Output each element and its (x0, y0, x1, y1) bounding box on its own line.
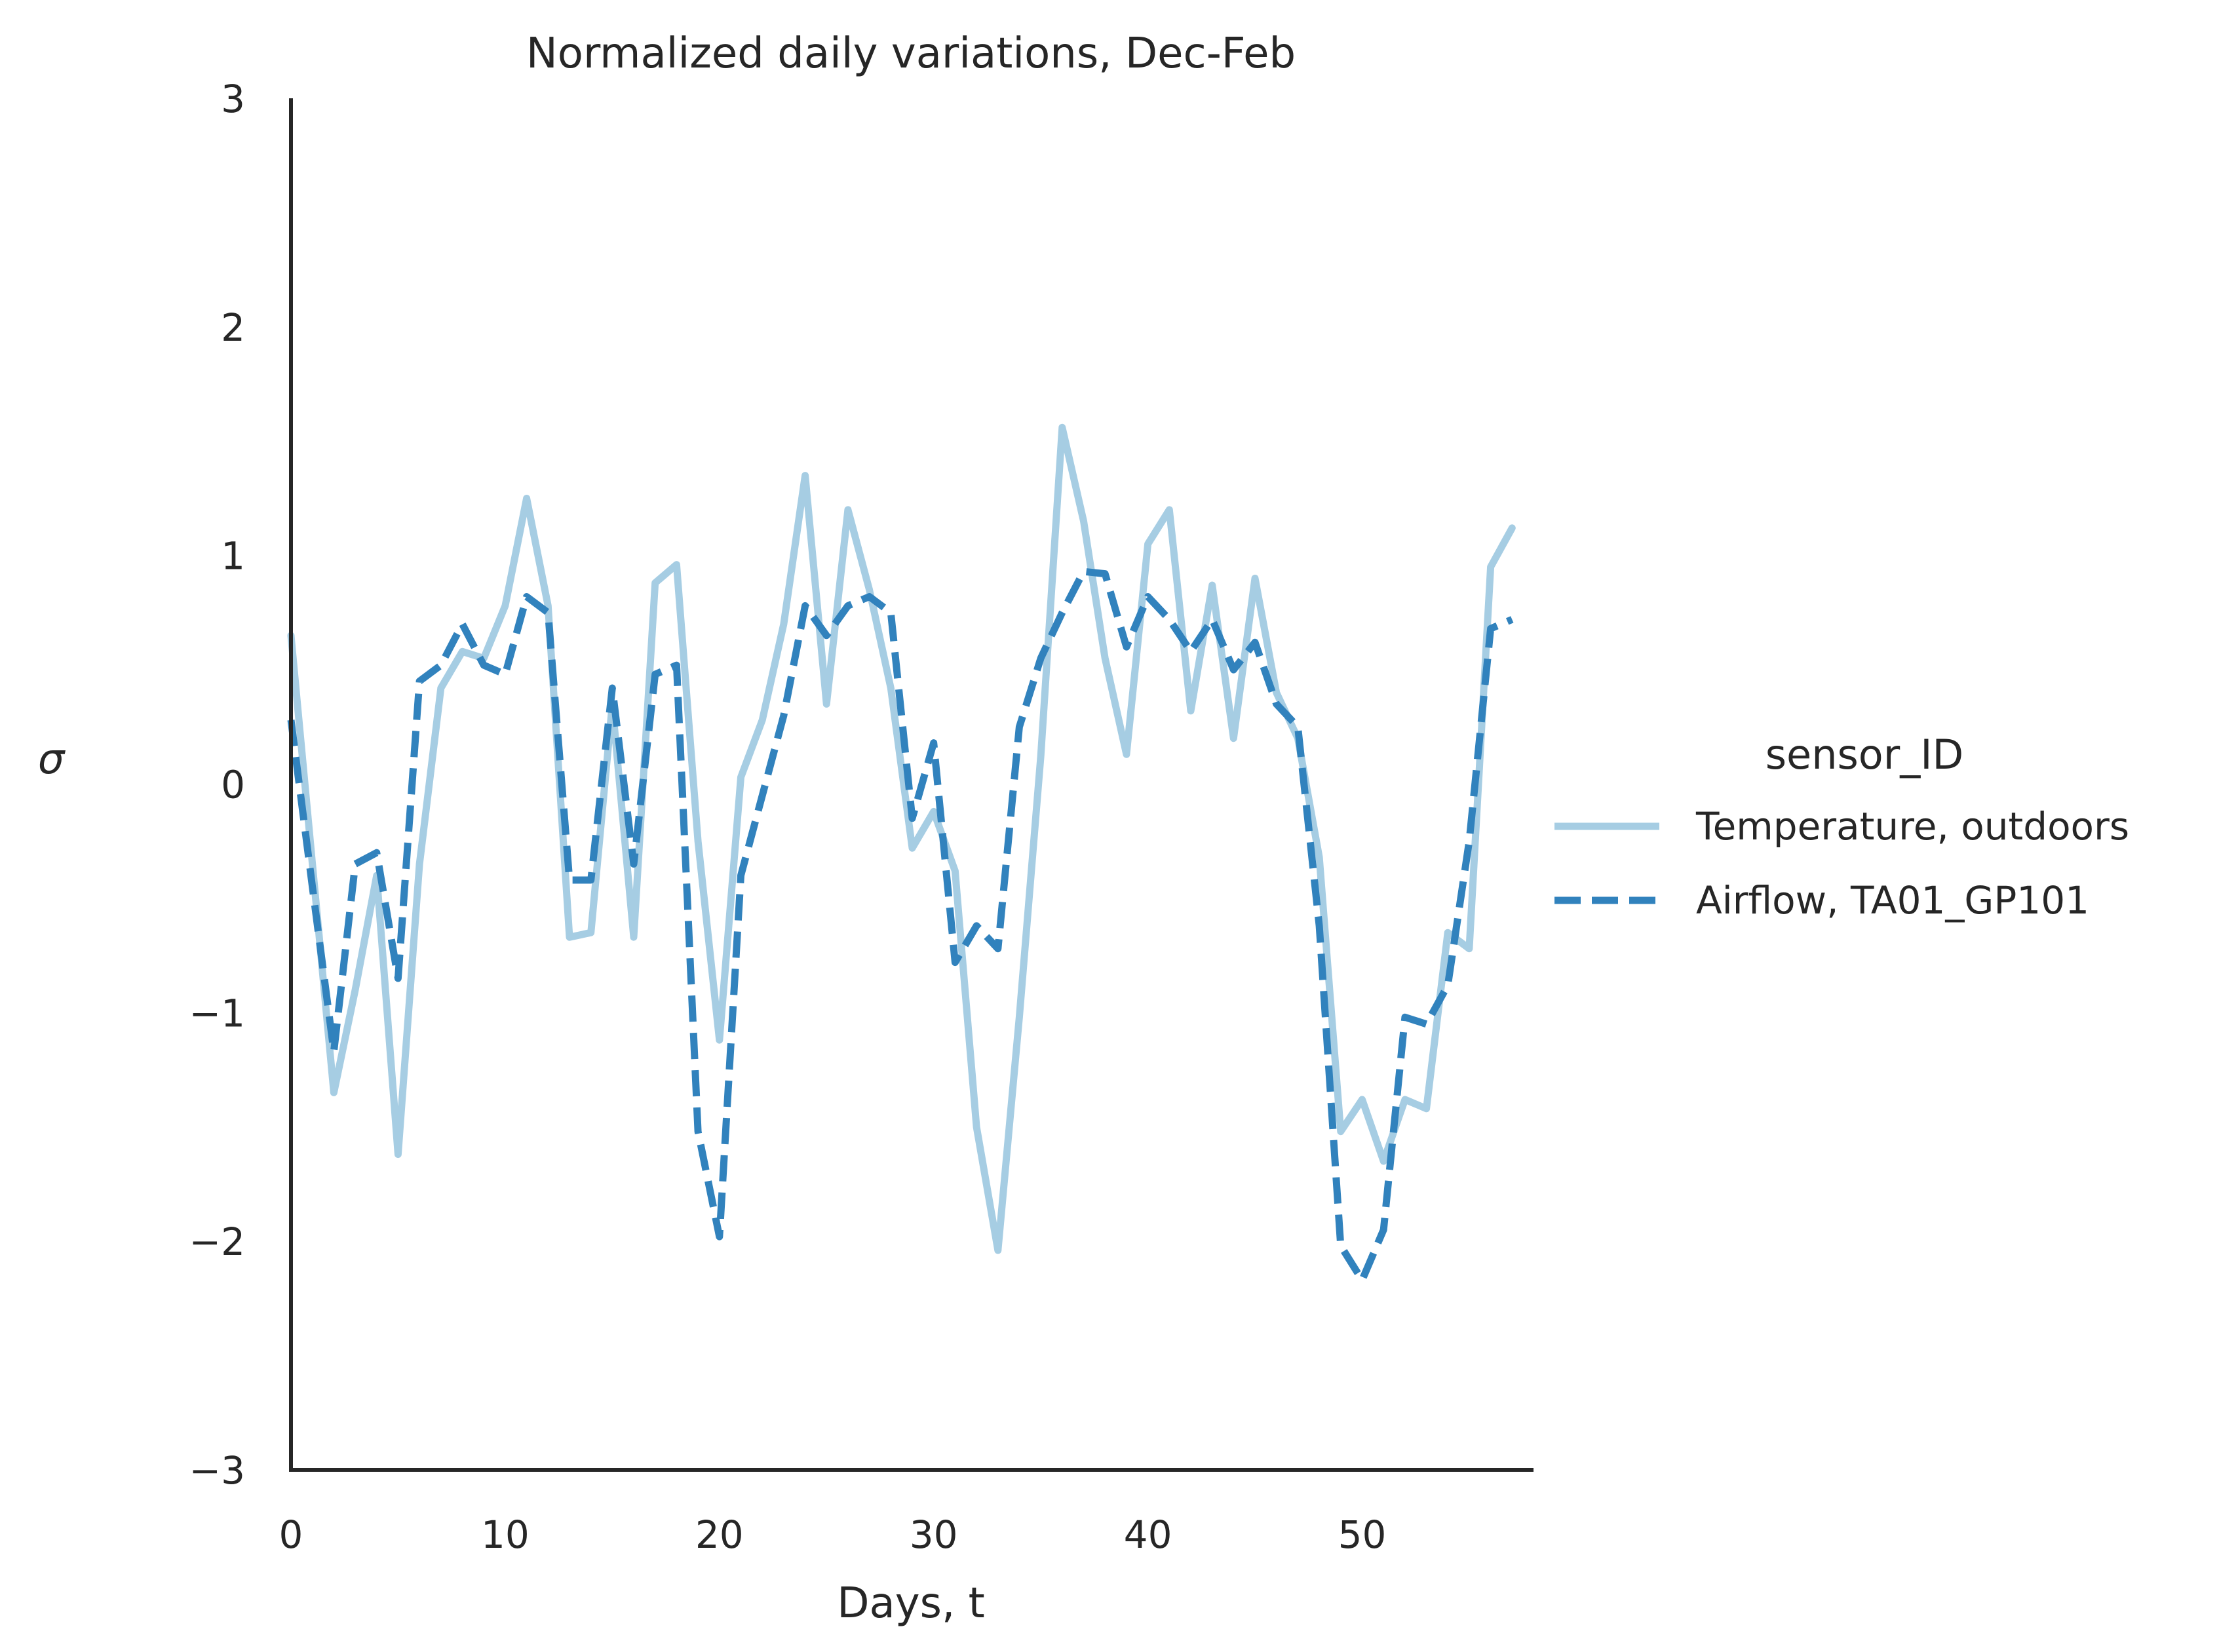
y-tick-label: 0 (221, 763, 245, 807)
y-tick-label: −2 (189, 1220, 246, 1264)
y-tick-label: 1 (221, 534, 245, 579)
x-tick-label: 0 (279, 1512, 303, 1557)
y-tick-label: −1 (189, 991, 246, 1035)
plot-area: 0 10 20 30 40 50 −3 −2 −1 0 1 2 3 (189, 77, 1534, 1557)
x-tick-label: 10 (481, 1512, 530, 1557)
series-line-temperature (287, 423, 1516, 1254)
series-line-airflow (287, 567, 1514, 1284)
y-tick-label: −3 (189, 1448, 246, 1493)
x-tick-label: 50 (1338, 1512, 1387, 1557)
legend-item-airflow: Airflow, TA01_GP101 (1554, 878, 2089, 923)
y-tick-label: 2 (221, 305, 245, 350)
series-layer (287, 423, 1516, 1284)
y-ticks: −3 −2 −1 0 1 2 3 (189, 77, 246, 1493)
legend-item-temperature: Temperature, outdoors (1554, 804, 2129, 849)
legend-label-airflow: Airflow, TA01_GP101 (1696, 878, 2089, 923)
y-tick-label: 3 (221, 77, 245, 121)
x-tick-label: 30 (910, 1512, 958, 1557)
x-tick-label: 20 (695, 1512, 744, 1557)
legend-title: sensor_ID (1765, 731, 1964, 778)
x-ticks: 0 10 20 30 40 50 (279, 1512, 1387, 1557)
y-axis-label: σ (38, 735, 66, 784)
chart-title: Normalized daily variations, Dec-Feb (526, 29, 1296, 78)
legend-label-temperature: Temperature, outdoors (1695, 804, 2129, 849)
x-axis-label: Days, t (837, 1579, 985, 1628)
x-tick-label: 40 (1124, 1512, 1172, 1557)
legend: sensor_ID Temperature, outdoors Airflow,… (1554, 731, 2129, 923)
